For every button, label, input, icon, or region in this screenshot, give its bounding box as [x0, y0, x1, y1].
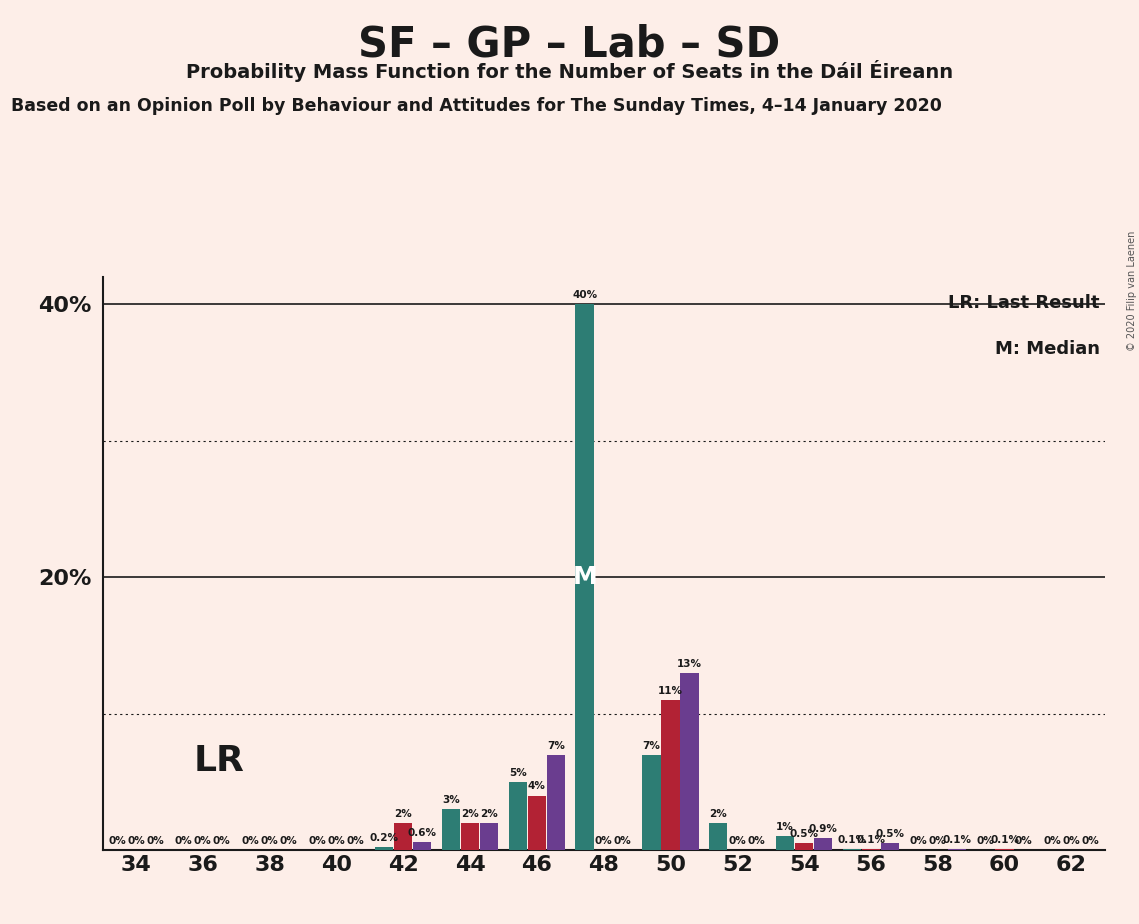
Bar — [375, 847, 393, 850]
Text: 0%: 0% — [910, 836, 927, 846]
Text: 7%: 7% — [547, 740, 565, 750]
Text: 0%: 0% — [747, 836, 765, 846]
Text: 0.5%: 0.5% — [789, 829, 819, 839]
Text: 0%: 0% — [241, 836, 260, 846]
Bar — [413, 842, 432, 850]
Bar — [776, 836, 794, 850]
Bar — [642, 755, 661, 850]
Bar — [547, 755, 565, 850]
Bar — [509, 782, 527, 850]
Text: 0.6%: 0.6% — [408, 828, 436, 838]
Text: 0%: 0% — [108, 836, 125, 846]
Text: 0%: 0% — [146, 836, 164, 846]
Text: 2%: 2% — [461, 808, 478, 819]
Text: 7%: 7% — [642, 740, 661, 750]
Bar — [948, 849, 966, 850]
Bar — [843, 849, 861, 850]
Text: M: Median: M: Median — [994, 340, 1100, 359]
Text: 0%: 0% — [929, 836, 947, 846]
Text: LR: LR — [194, 745, 245, 778]
Text: Probability Mass Function for the Number of Seats in the Dáil Éireann: Probability Mass Function for the Number… — [186, 60, 953, 82]
Text: 0%: 0% — [1082, 836, 1099, 846]
Text: 2%: 2% — [481, 808, 498, 819]
Text: 13%: 13% — [677, 659, 702, 669]
Text: 11%: 11% — [658, 686, 683, 696]
Bar — [575, 305, 593, 850]
Text: Based on an Opinion Poll by Behaviour and Attitudes for The Sunday Times, 4–14 J: Based on an Opinion Poll by Behaviour an… — [11, 97, 942, 115]
Text: LR: Last Result: LR: Last Result — [949, 295, 1100, 312]
Bar — [862, 849, 880, 850]
Text: 0%: 0% — [280, 836, 297, 846]
Text: 0%: 0% — [213, 836, 231, 846]
Bar — [814, 838, 833, 850]
Text: 0%: 0% — [328, 836, 345, 846]
Bar — [710, 822, 728, 850]
Text: 0%: 0% — [1063, 836, 1080, 846]
Text: 0.5%: 0.5% — [876, 829, 904, 839]
Text: 4%: 4% — [527, 782, 546, 792]
Text: 0%: 0% — [614, 836, 632, 846]
Bar — [662, 700, 680, 850]
Bar — [461, 822, 480, 850]
Text: 0%: 0% — [261, 836, 278, 846]
Text: 0.1%: 0.1% — [990, 834, 1019, 845]
Text: 0%: 0% — [309, 836, 326, 846]
Text: 0%: 0% — [346, 836, 364, 846]
Bar — [795, 844, 813, 850]
Text: 0%: 0% — [729, 836, 746, 846]
Bar — [480, 822, 498, 850]
Text: 3%: 3% — [442, 795, 460, 805]
Text: 0%: 0% — [595, 836, 613, 846]
Text: 0%: 0% — [1015, 836, 1033, 846]
Text: SF – GP – Lab – SD: SF – GP – Lab – SD — [359, 23, 780, 65]
Text: 1%: 1% — [776, 822, 794, 833]
Text: 0%: 0% — [174, 836, 192, 846]
Text: 0%: 0% — [128, 836, 145, 846]
Bar — [394, 822, 412, 850]
Bar — [680, 673, 698, 850]
Text: 0%: 0% — [194, 836, 212, 846]
Text: 2%: 2% — [394, 808, 412, 819]
Text: M: M — [572, 565, 597, 590]
Bar — [880, 844, 899, 850]
Text: 2%: 2% — [710, 808, 727, 819]
Text: 0%: 0% — [1043, 836, 1062, 846]
Text: 0.9%: 0.9% — [809, 823, 837, 833]
Text: 0.1%: 0.1% — [857, 834, 885, 845]
Text: 0.1%: 0.1% — [942, 834, 972, 845]
Bar — [442, 809, 460, 850]
Text: 40%: 40% — [572, 290, 597, 300]
Text: 5%: 5% — [509, 768, 526, 778]
Bar — [995, 849, 1014, 850]
Bar — [527, 796, 546, 850]
Text: 0.2%: 0.2% — [370, 833, 399, 844]
Text: © 2020 Filip van Laenen: © 2020 Filip van Laenen — [1126, 231, 1137, 351]
Text: 0%: 0% — [976, 836, 994, 846]
Text: 0.1%: 0.1% — [837, 834, 867, 845]
